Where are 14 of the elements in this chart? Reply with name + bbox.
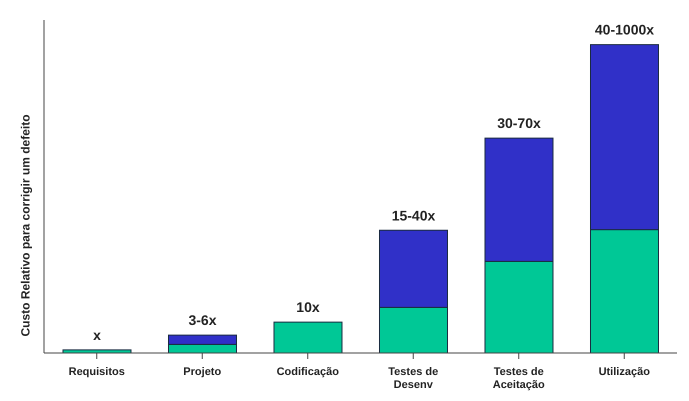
total-label: 15-40x [392, 207, 436, 224]
x-tick-label: Utilização [598, 366, 650, 378]
total-label: 40-1000x [594, 22, 654, 38]
x-tick-label: Requisitos [68, 366, 125, 378]
bar [273, 322, 342, 353]
total-label: 30-70x [497, 115, 541, 132]
y-axis-title: Custo Relativo para corrigir um defeito [18, 114, 32, 336]
x-tick-label: Testes de Desenv [388, 366, 438, 391]
x-tick-label: Projeto [183, 366, 222, 378]
x-tick-label: Testes de Aceitação [492, 366, 546, 391]
total-label: 10x [296, 299, 320, 316]
total-label: x [93, 326, 102, 343]
x-tick-label: Codificação [276, 366, 340, 378]
total-label: 3-6x [188, 312, 217, 328]
